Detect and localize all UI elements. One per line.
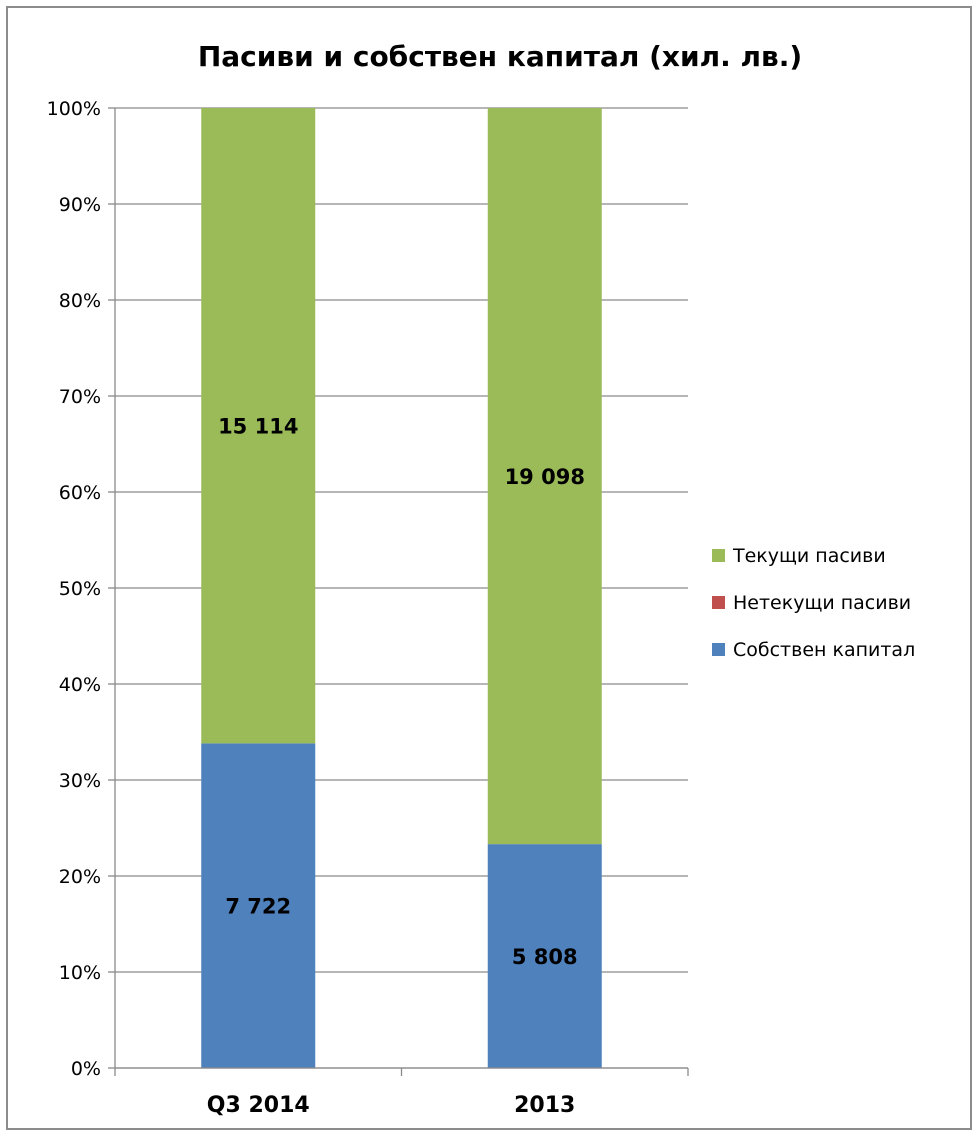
y-tick-label: 40% [59, 674, 101, 696]
data-label: 7 722 [225, 895, 291, 919]
y-tick-label: 80% [59, 290, 101, 312]
legend-swatch [712, 643, 725, 656]
y-tick-label: 100% [47, 98, 101, 120]
legend: Текущи пасиви Нетекущи пасиви Собствен кап… [712, 545, 915, 661]
legend-label: Текущи пасиви [732, 545, 886, 567]
y-tick-label: 50% [59, 578, 101, 600]
x-tick-label: 2013 [514, 1093, 575, 1118]
legend-label: Нетекущи пасиви [733, 592, 911, 614]
y-tick-label: 20% [59, 866, 101, 888]
gridlines [115, 107, 688, 1069]
y-tick-label: 10% [59, 962, 101, 984]
y-tick-label: 0% [71, 1058, 101, 1080]
bars: 7 722 15 114 5 808 19 098 [201, 108, 602, 1068]
y-axis: 0% 10% 20% 30% 40% 50% 60% 70% 80% 90% 100% [47, 98, 116, 1080]
x-axis: Q3 2014 2013 [114, 1067, 689, 1118]
y-tick-label: 30% [59, 770, 101, 792]
data-label: 5 808 [512, 945, 578, 969]
y-tick-label: 90% [59, 194, 101, 216]
data-label: 19 098 [505, 465, 585, 489]
legend-label: Собствен капитал [733, 639, 915, 661]
bar-segment [487, 844, 602, 1068]
x-tick-label: Q3 2014 [207, 1093, 310, 1118]
y-tick-label: 70% [59, 386, 101, 408]
bar-segment [487, 108, 602, 845]
legend-swatch [712, 549, 725, 562]
bar-segment [201, 743, 316, 1068]
chart-title: Пасиви и собствен капитал (хил. лв.) [198, 40, 802, 73]
legend-swatch [712, 596, 725, 609]
bar-segment [201, 108, 316, 744]
data-label: 15 114 [218, 415, 298, 439]
y-tick-label: 60% [59, 482, 101, 504]
